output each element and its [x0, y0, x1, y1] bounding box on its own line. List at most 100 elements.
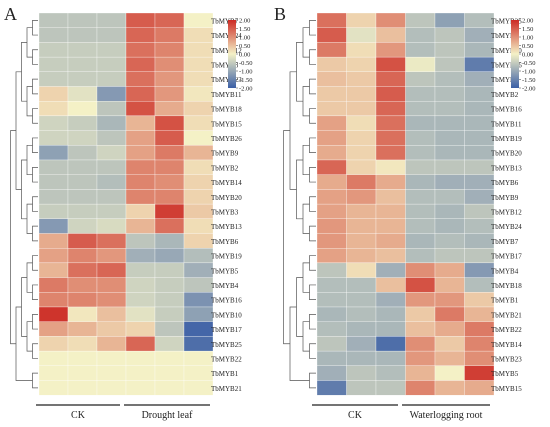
- heatmap-cell: [464, 233, 495, 249]
- heatmap-cell: [183, 101, 214, 117]
- legend-tick-label: 0.50: [239, 43, 250, 50]
- row-label: TbMYB23: [211, 76, 242, 84]
- row-label: TbMYB17: [491, 253, 522, 261]
- heatmap-cell: [434, 380, 465, 396]
- heatmap-cell: [316, 321, 347, 337]
- heatmap-cell: [183, 218, 214, 234]
- heatmap-cell: [346, 189, 377, 205]
- row-label: TbMYB20: [491, 150, 522, 158]
- heatmap-cell: [405, 56, 436, 72]
- heatmap-cell: [316, 380, 347, 396]
- heatmap-cell: [405, 159, 436, 175]
- heatmap-cell: [67, 248, 98, 264]
- dendrogram-branch: [309, 167, 316, 183]
- heatmap-cell: [434, 218, 465, 234]
- dendrogram-branch: [309, 255, 316, 271]
- heatmap-cell: [183, 27, 214, 43]
- heatmap-cell: [405, 350, 436, 366]
- heatmap-cell: [316, 12, 347, 28]
- row-label: TbMYB10: [211, 311, 242, 319]
- heatmap-cell: [316, 306, 347, 322]
- heatmap-cell: [346, 174, 377, 190]
- heatmap-cell: [434, 203, 465, 219]
- dendrogram-branch: [296, 42, 303, 102]
- row-label: TbMYB3: [211, 208, 239, 216]
- dendrogram-branch: [309, 343, 316, 359]
- heatmap-cell: [154, 203, 185, 219]
- row-label: TbMYB9: [211, 150, 239, 158]
- heatmap-cell: [154, 365, 185, 381]
- heatmap-cell: [38, 174, 69, 190]
- heatmap-cell: [125, 365, 156, 381]
- heatmap-cell: [346, 56, 377, 72]
- heatmap-cell: [125, 115, 156, 131]
- heatmap-cell: [405, 42, 436, 58]
- dendrogram-branch: [283, 130, 290, 345]
- group-label: CK: [71, 410, 86, 421]
- heatmap-cell: [316, 292, 347, 308]
- heatmap-cell: [316, 189, 347, 205]
- heatmap-cell: [183, 321, 214, 337]
- dendrogram-branch: [32, 314, 38, 330]
- heatmap-cell: [434, 42, 465, 58]
- heatmap-cell: [464, 292, 495, 308]
- row-label: TbMYB18: [211, 106, 242, 114]
- heatmap-cell: [434, 12, 465, 28]
- heatmap-cell: [464, 115, 495, 131]
- heatmap-cell: [96, 189, 127, 205]
- dendrogram-branch: [302, 203, 310, 234]
- row-label: TbMYB15: [211, 120, 242, 128]
- heatmap-cell: [125, 189, 156, 205]
- heatmap-cell: [125, 12, 156, 28]
- heatmap-cell: [346, 233, 377, 249]
- row-label: TbMYB5: [211, 267, 239, 275]
- dendrogram-branch: [309, 314, 316, 330]
- heatmap-cell: [375, 380, 406, 396]
- heatmap-cell: [96, 218, 127, 234]
- row-label: TbMYB10: [491, 47, 522, 55]
- heatmap-cell: [434, 292, 465, 308]
- row-label: TbMYB19: [211, 253, 242, 261]
- heatmap-cell: [375, 233, 406, 249]
- row-label: TbMYB13: [211, 223, 242, 231]
- heatmap-cell: [183, 42, 214, 58]
- heatmap-cell: [375, 248, 406, 264]
- dendrogram-branch: [26, 321, 33, 352]
- legend-tick-label: -1.50: [522, 77, 536, 84]
- heatmap-cell: [96, 12, 127, 28]
- heatmap-cell: [38, 306, 69, 322]
- heatmap-cell: [38, 159, 69, 175]
- row-label: TbMYB19: [491, 135, 522, 143]
- heatmap-cell: [346, 115, 377, 131]
- heatmap-cell: [434, 350, 465, 366]
- heatmap-cell: [316, 174, 347, 190]
- heatmap-cell: [346, 218, 377, 234]
- heatmap-cell: [405, 203, 436, 219]
- heatmap-cell: [38, 27, 69, 43]
- legend-tick-label: 0.00: [239, 52, 250, 59]
- heatmap-cell: [96, 203, 127, 219]
- heatmap-cell: [38, 292, 69, 308]
- row-label: TbMYB2: [211, 164, 239, 172]
- heatmap-cell: [67, 101, 98, 117]
- heatmap-cell: [96, 174, 127, 190]
- heatmap-cell: [434, 248, 465, 264]
- panel-label: B: [274, 4, 286, 24]
- heatmap-cell: [67, 56, 98, 72]
- heatmap-cell: [125, 203, 156, 219]
- row-label: TbMYB3: [491, 32, 519, 40]
- dendrogram-branch: [289, 306, 310, 381]
- dendrogram-branch: [32, 49, 38, 65]
- heatmap-cell: [183, 71, 214, 87]
- row-label: TbMYB20: [211, 194, 242, 202]
- row-label: TbMYB24: [491, 223, 522, 231]
- heatmap-panel-b: B TbMYB25 TbMYB3 TbMYB10 TbMYB26 TbMYB8 TbMYB2…: [274, 4, 536, 421]
- heatmap-cell: [434, 321, 465, 337]
- heatmap-cell: [67, 292, 98, 308]
- heatmap-panel-a: A TbMYB7 TbMYB24 TbMYB12 TbMYB8 TbMYB23 TbMYB1…: [4, 4, 253, 421]
- heatmap-cell: [125, 262, 156, 278]
- heatmap-cell: [38, 130, 69, 146]
- heatmap-cell: [125, 145, 156, 161]
- heatmap-cell: [375, 27, 406, 43]
- heatmap-cell: [125, 27, 156, 43]
